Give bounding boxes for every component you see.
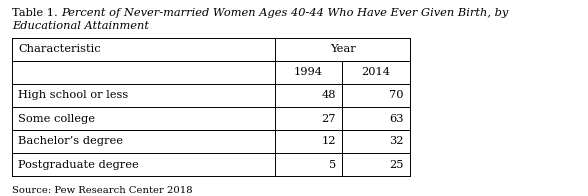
Text: 5: 5 <box>329 160 336 170</box>
Text: Source: Pew Research Center 2018: Source: Pew Research Center 2018 <box>12 186 193 195</box>
Text: 48: 48 <box>322 91 336 101</box>
Text: 2014: 2014 <box>362 67 390 77</box>
Text: Percent of Never-married Women Ages 40-44 Who Have Ever Given Birth, by: Percent of Never-married Women Ages 40-4… <box>61 8 509 18</box>
Text: Educational Attainment: Educational Attainment <box>12 21 149 31</box>
Text: Year: Year <box>330 44 355 54</box>
Text: Some college: Some college <box>18 113 95 123</box>
Text: 12: 12 <box>322 136 336 146</box>
Text: 27: 27 <box>322 113 336 123</box>
Text: 70: 70 <box>389 91 404 101</box>
Text: 32: 32 <box>389 136 404 146</box>
Text: Bachelor’s degree: Bachelor’s degree <box>18 136 123 146</box>
Text: High school or less: High school or less <box>18 91 128 101</box>
Text: Table 1.: Table 1. <box>12 8 61 18</box>
Text: Postgraduate degree: Postgraduate degree <box>18 160 139 170</box>
Text: 25: 25 <box>389 160 404 170</box>
Text: 1994: 1994 <box>294 67 323 77</box>
Text: 63: 63 <box>389 113 404 123</box>
Text: Characteristic: Characteristic <box>18 44 101 54</box>
